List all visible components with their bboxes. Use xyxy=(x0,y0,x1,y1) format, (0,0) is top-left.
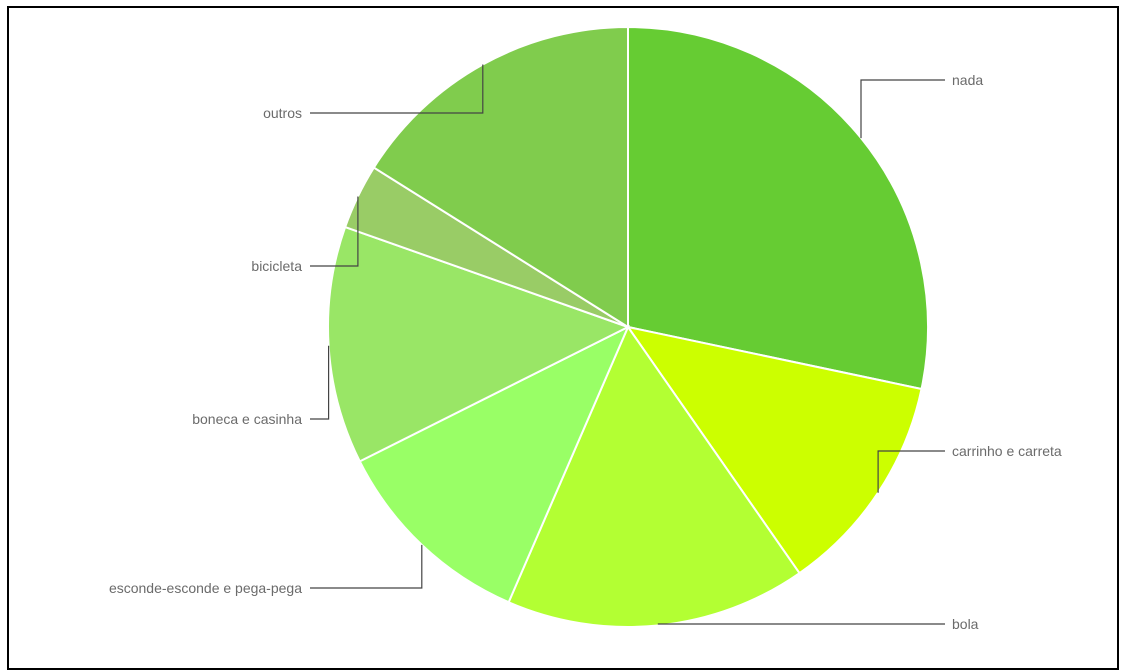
leader-line-outros xyxy=(310,64,484,114)
pie-slice-carrinho-e-carreta xyxy=(625,325,923,575)
leader-line-boneca-e-casinha xyxy=(310,345,330,420)
slice-label-outros: outros xyxy=(263,105,302,121)
slice-label-boneca-e-casinha: boneca e casinha xyxy=(192,411,302,427)
pie-slice-bola xyxy=(507,324,801,628)
slice-label-bola: bola xyxy=(952,616,979,632)
pie-leader-lines xyxy=(310,64,945,625)
pie-slice-outros xyxy=(372,25,629,329)
leader-line-bicicleta xyxy=(310,196,359,267)
pie-slices xyxy=(327,25,929,628)
slice-label-nada: nada xyxy=(952,72,983,88)
slice-label-carrinho-e-carreta: carrinho e carreta xyxy=(952,443,1062,459)
pie-slice-esconde-esconde-e-pega-pega xyxy=(358,324,631,604)
pie-slice-nada xyxy=(627,25,929,391)
leader-line-carrinho-e-carreta xyxy=(877,450,945,493)
slice-label-esconde-esconde-e-pega-pega: esconde-esconde e pega-pega xyxy=(109,580,302,596)
pie-labels: nada carrinho e carreta bola esconde-escond… xyxy=(109,72,1062,632)
pie-slice-boneca-e-casinha xyxy=(327,225,631,463)
slice-label-bicicleta: bicicleta xyxy=(251,258,302,274)
leader-line-nada xyxy=(860,79,945,139)
leader-line-esconde-esconde-e-pega-pega xyxy=(310,544,423,589)
